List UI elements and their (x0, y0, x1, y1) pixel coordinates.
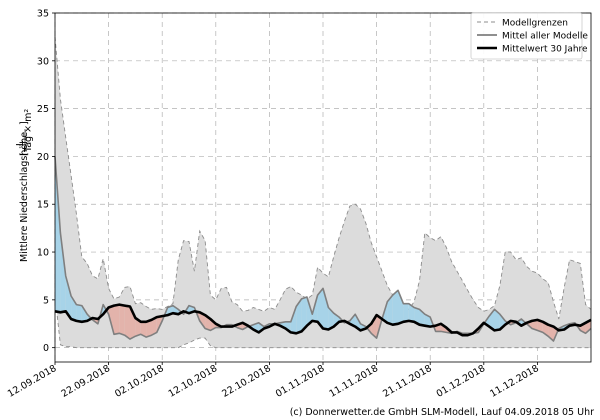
legend-label-mittelwert-30-jahre: Mittelwert 30 Jahre (502, 45, 588, 55)
difference-segment (114, 304, 120, 335)
x-tick-label: 02.10.2018 (113, 363, 166, 400)
series-mittel-aller-modelle (54, 156, 592, 342)
y-axis-label-close: ] (19, 121, 30, 125)
y-axis-label: Mittlere Niederschlagshöhe [ L Tag × m² … (15, 109, 34, 262)
difference-segment (387, 295, 393, 325)
difference-segment (146, 319, 152, 338)
difference-segment (71, 296, 77, 321)
legend-label-mittel-aller-modelle: Mittel aller Modelle (502, 32, 588, 42)
difference-segment (392, 290, 398, 325)
x-tick-label: 01.11.2018 (274, 363, 327, 400)
difference-segment (130, 306, 136, 340)
difference-segment (408, 303, 415, 322)
difference-segment (328, 307, 334, 330)
x-tick-label: 11.12.2018 (488, 363, 541, 400)
legend-box (470, 12, 583, 60)
difference-segment (296, 298, 302, 334)
x-tick-label: 21.11.2018 (381, 363, 434, 400)
y-axis-label-main: Mittlere Niederschlagshöhe (19, 132, 30, 262)
difference-segment (285, 321, 291, 333)
model-range-upper (54, 36, 592, 320)
difference-segment (398, 290, 404, 324)
model-range-lower (54, 295, 591, 349)
y-tick-label: 10 (37, 248, 49, 259)
y-tick-label: 0 (43, 343, 49, 354)
y-tick-label: 20 (37, 152, 49, 163)
difference-segment (424, 314, 431, 327)
difference-segment (124, 305, 130, 340)
difference-segment (403, 303, 409, 322)
series-mittelwert-30-jahre (54, 303, 592, 337)
x-axis: 12.09.2018 22.09.2018 02.10.2018 12.10.2018… (6, 362, 541, 400)
x-tick-label: 11.11.2018 (327, 363, 380, 400)
x-tick-label: 12.10.2018 (167, 363, 220, 400)
y-axis-label-unit-num: L (15, 140, 26, 146)
series-lines (54, 156, 592, 342)
y-axis-label-open: [ (19, 152, 30, 156)
y-tick-label: 35 (37, 9, 49, 20)
model-range (54, 36, 592, 349)
y-tick-label: 30 (37, 56, 49, 67)
difference-segment (301, 297, 307, 332)
legend-label-modellgrenzen: Modellgrenzen (502, 19, 568, 29)
x-tick-label: 12.09.2018 (6, 363, 59, 400)
y-tick-label: 15 (37, 200, 49, 211)
difference-segment (494, 309, 500, 331)
difference-segment (60, 232, 66, 313)
y-tick-label: 25 (37, 104, 49, 115)
difference-segment (76, 304, 82, 322)
difference-segment (140, 321, 147, 338)
difference-segment (81, 305, 88, 322)
difference-segment (414, 307, 420, 325)
difference-segment (119, 304, 125, 336)
y-tick-label: 5 (43, 295, 49, 306)
difference-segment (537, 319, 543, 333)
difference-segment (55, 156, 61, 313)
x-tick-label: 01.12.2018 (435, 363, 488, 400)
x-tick-label: 22.10.2018 (220, 363, 273, 400)
difference-segment (172, 305, 179, 315)
credit-text: (c) Donnerwetter.de GmbH SLM-Modell, Lau… (289, 407, 594, 418)
difference-segment (371, 315, 377, 339)
model-range-band (55, 36, 591, 348)
x-tick-label: 22.09.2018 (59, 363, 112, 400)
difference-segment (151, 317, 157, 336)
difference-segment (290, 306, 297, 334)
legend: Modellgrenzen Mittel aller Modelle Mitte… (470, 12, 588, 60)
difference-segment (532, 319, 538, 331)
difference-segment (65, 275, 72, 319)
difference-segment (199, 312, 206, 329)
y-axis: 0 5 10 15 20 25 30 35 (37, 9, 55, 354)
difference-segment (306, 297, 313, 326)
difference-segment (323, 288, 329, 330)
difference-segment (135, 318, 141, 337)
y-axis-label-unit-den: Tag × m² (23, 109, 34, 153)
difference-segment (317, 288, 323, 329)
